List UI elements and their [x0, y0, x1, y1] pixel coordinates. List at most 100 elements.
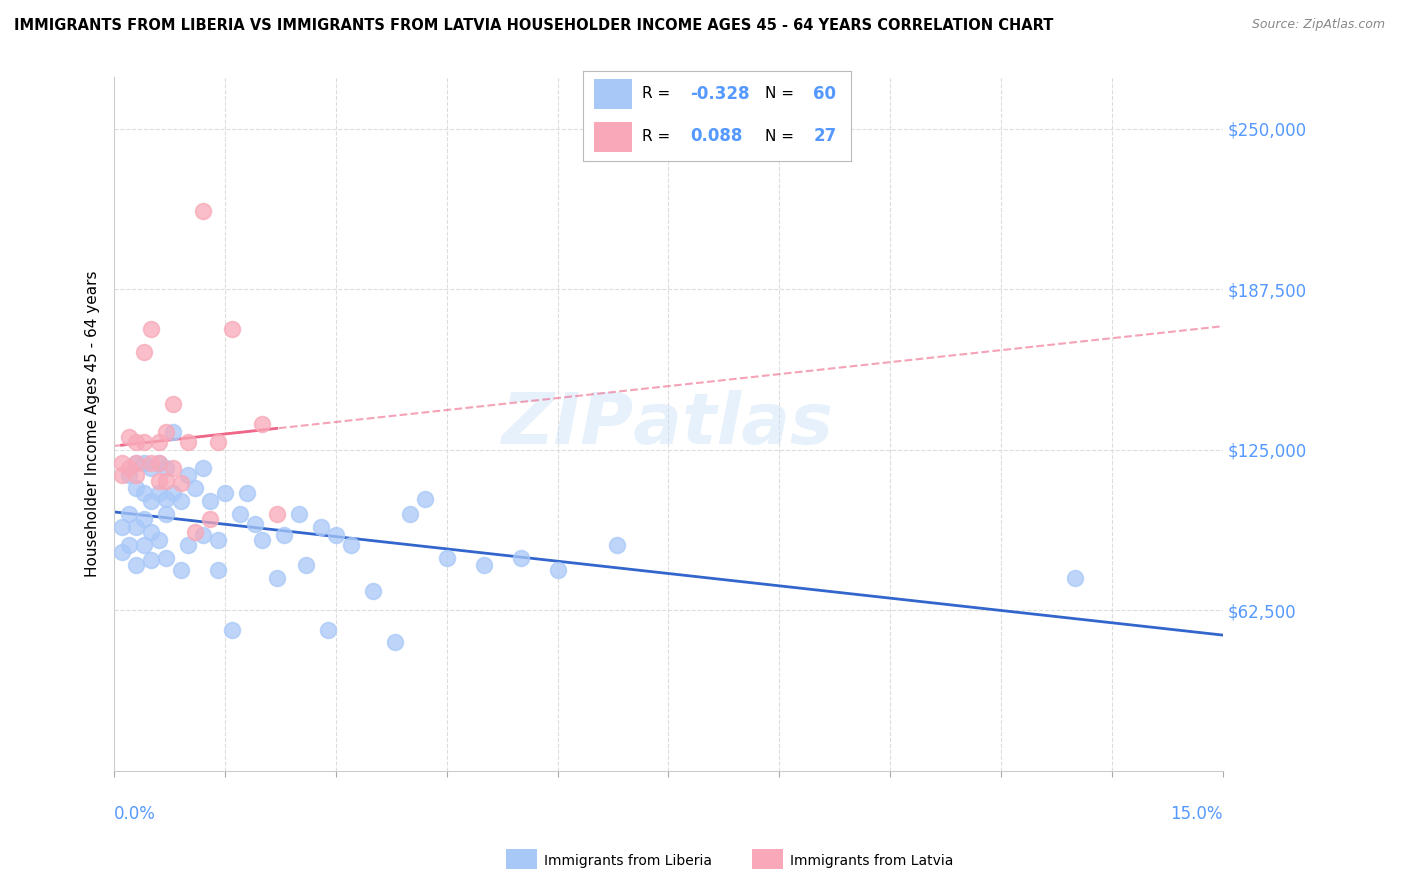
Text: 15.0%: 15.0% [1170, 805, 1223, 823]
Point [132, 486, 155, 500]
Point [155, 425, 177, 439]
Point [177, 538, 200, 552]
Point [436, 550, 458, 565]
Text: Source: ZipAtlas.com: Source: ZipAtlas.com [1251, 18, 1385, 31]
Point [214, 486, 236, 500]
Point [118, 460, 141, 475]
Point [273, 527, 295, 541]
Point [361, 584, 384, 599]
Point [125, 481, 148, 495]
Point [162, 425, 184, 439]
Point [221, 322, 243, 336]
Point [200, 512, 222, 526]
Point [207, 564, 229, 578]
Text: N =: N = [765, 87, 799, 101]
Point [191, 527, 214, 541]
Point [125, 468, 148, 483]
Point [250, 533, 273, 547]
Point [162, 396, 184, 410]
Point [266, 507, 288, 521]
Point [125, 456, 148, 470]
Point [148, 474, 170, 488]
Point [170, 564, 193, 578]
Point [200, 494, 222, 508]
Text: R =: R = [643, 129, 675, 144]
Point [148, 456, 170, 470]
Y-axis label: Householder Income Ages 45 - 64 years: Householder Income Ages 45 - 64 years [86, 271, 100, 577]
Point [309, 520, 332, 534]
Point [547, 564, 569, 578]
Point [177, 468, 200, 483]
Text: R =: R = [643, 87, 675, 101]
Text: ZIP​atlas: ZIP​atlas [502, 390, 834, 458]
Text: 0.088: 0.088 [690, 128, 742, 145]
Text: -0.328: -0.328 [690, 85, 749, 103]
Point [170, 476, 193, 491]
Point [207, 533, 229, 547]
Point [125, 558, 148, 573]
Point [288, 507, 311, 521]
Text: 0.0%: 0.0% [114, 805, 156, 823]
Point [191, 204, 214, 219]
Point [191, 460, 214, 475]
Point [155, 460, 177, 475]
Text: 60: 60 [813, 85, 837, 103]
Point [243, 517, 266, 532]
Point [148, 435, 170, 450]
Point [472, 558, 495, 573]
Point [118, 468, 141, 483]
Point [606, 538, 628, 552]
Point [139, 553, 162, 567]
Text: Immigrants from Liberia: Immigrants from Liberia [544, 854, 711, 868]
Text: IMMIGRANTS FROM LIBERIA VS IMMIGRANTS FROM LATVIA HOUSEHOLDER INCOME AGES 45 - 6: IMMIGRANTS FROM LIBERIA VS IMMIGRANTS FR… [14, 18, 1053, 33]
Point [132, 435, 155, 450]
Point [139, 524, 162, 539]
Point [266, 571, 288, 585]
Point [207, 435, 229, 450]
Point [236, 486, 259, 500]
Point [155, 507, 177, 521]
Point [177, 435, 200, 450]
Point [132, 538, 155, 552]
Point [110, 520, 132, 534]
Point [509, 550, 531, 565]
Point [125, 456, 148, 470]
Point [148, 456, 170, 470]
Point [398, 507, 420, 521]
Point [155, 550, 177, 565]
Point [132, 345, 155, 359]
Point [139, 456, 162, 470]
Point [155, 491, 177, 506]
Point [110, 468, 132, 483]
Point [139, 322, 162, 336]
Point [125, 520, 148, 534]
Point [110, 456, 132, 470]
Point [229, 507, 252, 521]
Point [339, 538, 361, 552]
Point [1063, 571, 1085, 585]
Point [162, 460, 184, 475]
Bar [595, 79, 631, 109]
Text: 27: 27 [813, 128, 837, 145]
Point [139, 460, 162, 475]
Point [221, 623, 243, 637]
Point [110, 545, 132, 559]
Point [184, 524, 207, 539]
Point [170, 494, 193, 508]
Point [118, 507, 141, 521]
Point [413, 491, 436, 506]
Point [318, 623, 340, 637]
Point [118, 538, 141, 552]
Point [184, 481, 207, 495]
Point [162, 486, 184, 500]
Point [148, 533, 170, 547]
Point [118, 430, 141, 444]
Point [148, 486, 170, 500]
Point [250, 417, 273, 431]
Point [132, 456, 155, 470]
Text: Immigrants from Latvia: Immigrants from Latvia [790, 854, 953, 868]
Point [132, 512, 155, 526]
Point [155, 474, 177, 488]
Text: N =: N = [765, 129, 799, 144]
Bar [595, 122, 631, 152]
